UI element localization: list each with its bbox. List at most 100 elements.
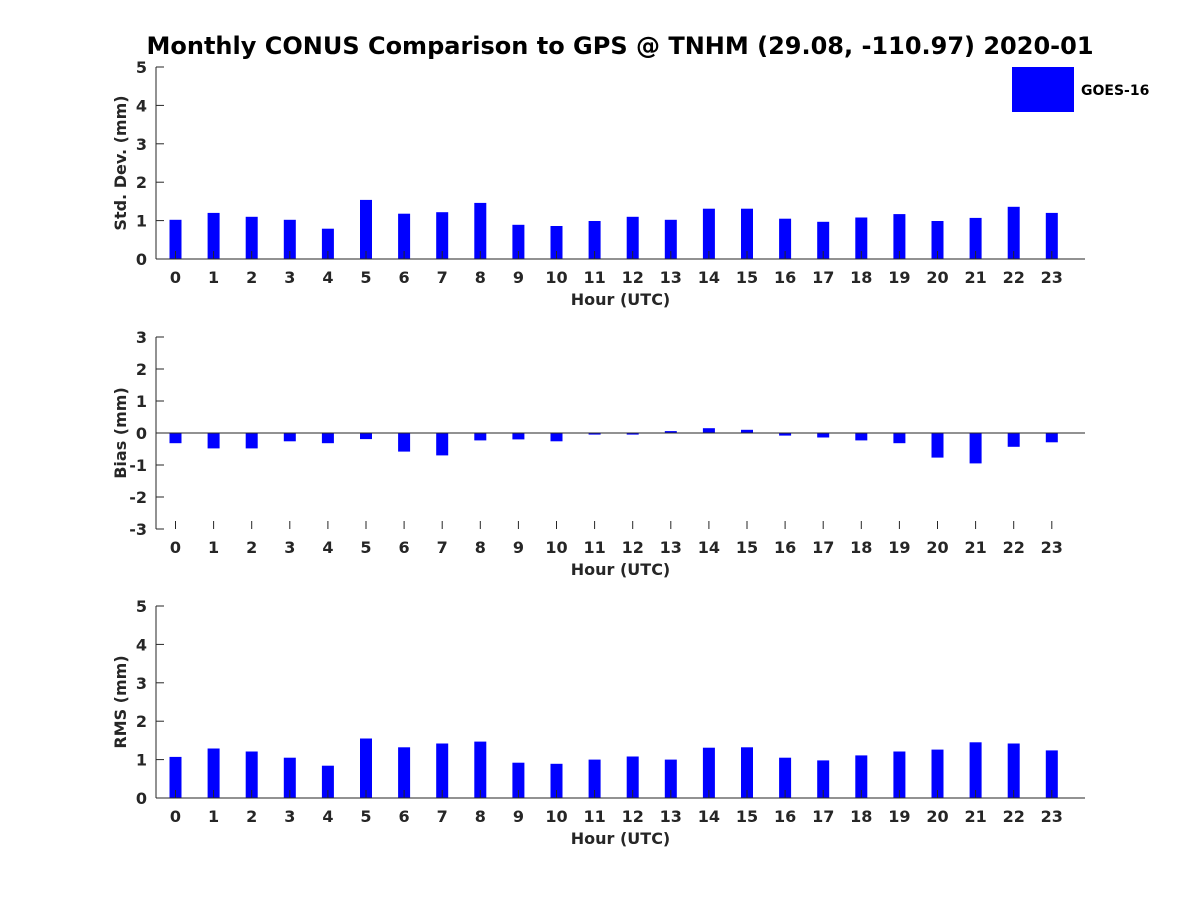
std-bar-hour-16 <box>779 218 792 259</box>
rms-bar-hour-19 <box>893 751 906 798</box>
std-bar-hour-3 <box>283 219 296 259</box>
chart-title: Monthly CONUS Comparison to GPS @ TNHM (… <box>146 32 1093 60</box>
rms-bar-hour-3 <box>283 757 296 798</box>
std-bar-hour-20 <box>931 221 944 259</box>
bias-y-tick-label: 1 <box>136 392 147 411</box>
rms-bar-hour-7 <box>436 743 449 798</box>
bias-x-tick-label: 15 <box>736 538 758 557</box>
bias-bar-hour-17 <box>817 433 830 438</box>
std-bar-hour-1 <box>207 212 220 259</box>
std-x-tick-label: 22 <box>1003 268 1025 287</box>
std-bar-hour-17 <box>817 221 830 259</box>
bias-bar-hour-13 <box>664 431 677 433</box>
std-bar-hour-21 <box>969 217 982 259</box>
rms-bar-hour-10 <box>550 763 563 798</box>
std-bar-hour-18 <box>855 217 868 259</box>
rms-bar-hour-20 <box>931 749 944 798</box>
std-y-tick-label: 0 <box>136 250 147 269</box>
bias-x-tick-label: 17 <box>812 538 834 557</box>
rms-bar-hour-9 <box>512 762 525 798</box>
bias-bar-hour-2 <box>245 433 258 449</box>
bias-x-tick-label: 8 <box>475 538 486 557</box>
rms-bar-hour-5 <box>360 738 372 798</box>
rms-x-tick-label: 22 <box>1003 807 1025 826</box>
rms-bar-hour-23 <box>1045 750 1058 798</box>
rms-x-tick-label: 20 <box>926 807 948 826</box>
std-x-tick-label: 3 <box>284 268 295 287</box>
std-bar-hour-12 <box>626 216 639 259</box>
bias-bar-hour-3 <box>283 433 296 442</box>
std-bar-hour-14 <box>702 208 715 259</box>
std-x-tick-label: 15 <box>736 268 758 287</box>
std-bar-hour-5 <box>360 199 372 259</box>
bias-bar-hour-11 <box>588 433 601 435</box>
rms-x-tick-label: 8 <box>475 807 486 826</box>
rms-y-tick-label: 2 <box>136 712 147 731</box>
std-bar-hour-6 <box>398 213 411 259</box>
std-x-tick-label: 1 <box>208 268 219 287</box>
bias-x-tick-label: 12 <box>622 538 644 557</box>
rms-x-tick-label: 13 <box>660 807 682 826</box>
bias-bar-hour-19 <box>893 433 906 444</box>
rms-y-tick-label: 3 <box>136 674 147 693</box>
rms-x-tick-label: 0 <box>170 807 181 826</box>
std-x-tick-label: 4 <box>322 268 333 287</box>
std-bar-hour-9 <box>512 224 525 259</box>
bias-y-tick-label: -2 <box>129 488 147 507</box>
bias-x-tick-label: 2 <box>246 538 257 557</box>
bias-x-tick-label: 19 <box>888 538 910 557</box>
rms-x-tick-label: 23 <box>1041 807 1063 826</box>
rms-x-tick-label: 21 <box>964 807 986 826</box>
rms-bar-hour-18 <box>855 755 868 798</box>
bias-bar-hour-12 <box>626 433 639 435</box>
std-bar-hour-22 <box>1007 206 1020 259</box>
rms-bar-hour-2 <box>245 751 258 798</box>
rms-x-tick-label: 9 <box>513 807 524 826</box>
std-x-tick-label: 2 <box>246 268 257 287</box>
bias-x-tick-label: 13 <box>660 538 682 557</box>
bias-bar-hour-23 <box>1045 433 1058 443</box>
rms-bar-hour-0 <box>169 756 182 798</box>
rms-x-tick-label: 18 <box>850 807 872 826</box>
std-bar-hour-2 <box>245 216 258 259</box>
bias-x-tick-label: 10 <box>545 538 567 557</box>
rms-y-axis-label: RMS (mm) <box>111 655 130 748</box>
rms-bar-hour-17 <box>817 760 830 798</box>
bias-bar-hour-4 <box>321 433 334 444</box>
std-x-tick-label: 18 <box>850 268 872 287</box>
legend-label: GOES-16 <box>1081 83 1149 99</box>
std-bar-hour-10 <box>550 226 563 259</box>
std-x-tick-label: 5 <box>360 268 371 287</box>
rms-bar-hour-1 <box>207 748 220 798</box>
bias-x-tick-label: 22 <box>1003 538 1025 557</box>
std-x-tick-label: 0 <box>170 268 181 287</box>
bias-bar-hour-9 <box>512 433 525 440</box>
bias-x-tick-label: 1 <box>208 538 219 557</box>
std-x-tick-label: 6 <box>399 268 410 287</box>
bias-x-tick-label: 5 <box>360 538 371 557</box>
std-x-tick-label: 16 <box>774 268 796 287</box>
bias-x-tick-label: 6 <box>399 538 410 557</box>
rms-x-tick-label: 14 <box>698 807 720 826</box>
bias-bar-hour-10 <box>550 433 563 442</box>
bias-bar-hour-0 <box>169 433 182 444</box>
std-x-tick-label: 10 <box>545 268 567 287</box>
bias-x-tick-label: 4 <box>322 538 333 557</box>
rms-x-tick-label: 2 <box>246 807 257 826</box>
rms-bar-hour-4 <box>321 765 334 798</box>
rms-y-tick-label: 4 <box>136 635 147 654</box>
std-x-tick-label: 23 <box>1041 268 1063 287</box>
std-bar-hour-23 <box>1045 212 1058 259</box>
std-x-tick-label: 13 <box>660 268 682 287</box>
rms-bar-hour-13 <box>664 759 677 798</box>
bias-x-tick-label: 21 <box>964 538 986 557</box>
rms-x-tick-label: 6 <box>399 807 410 826</box>
bias-bar-hour-21 <box>969 433 982 464</box>
std-y-tick-label: 1 <box>136 212 147 231</box>
std-y-tick-label: 5 <box>136 58 147 77</box>
std-x-tick-label: 7 <box>437 268 448 287</box>
bias-bar-hour-14 <box>702 428 715 433</box>
std-y-tick-label: 4 <box>136 96 147 115</box>
